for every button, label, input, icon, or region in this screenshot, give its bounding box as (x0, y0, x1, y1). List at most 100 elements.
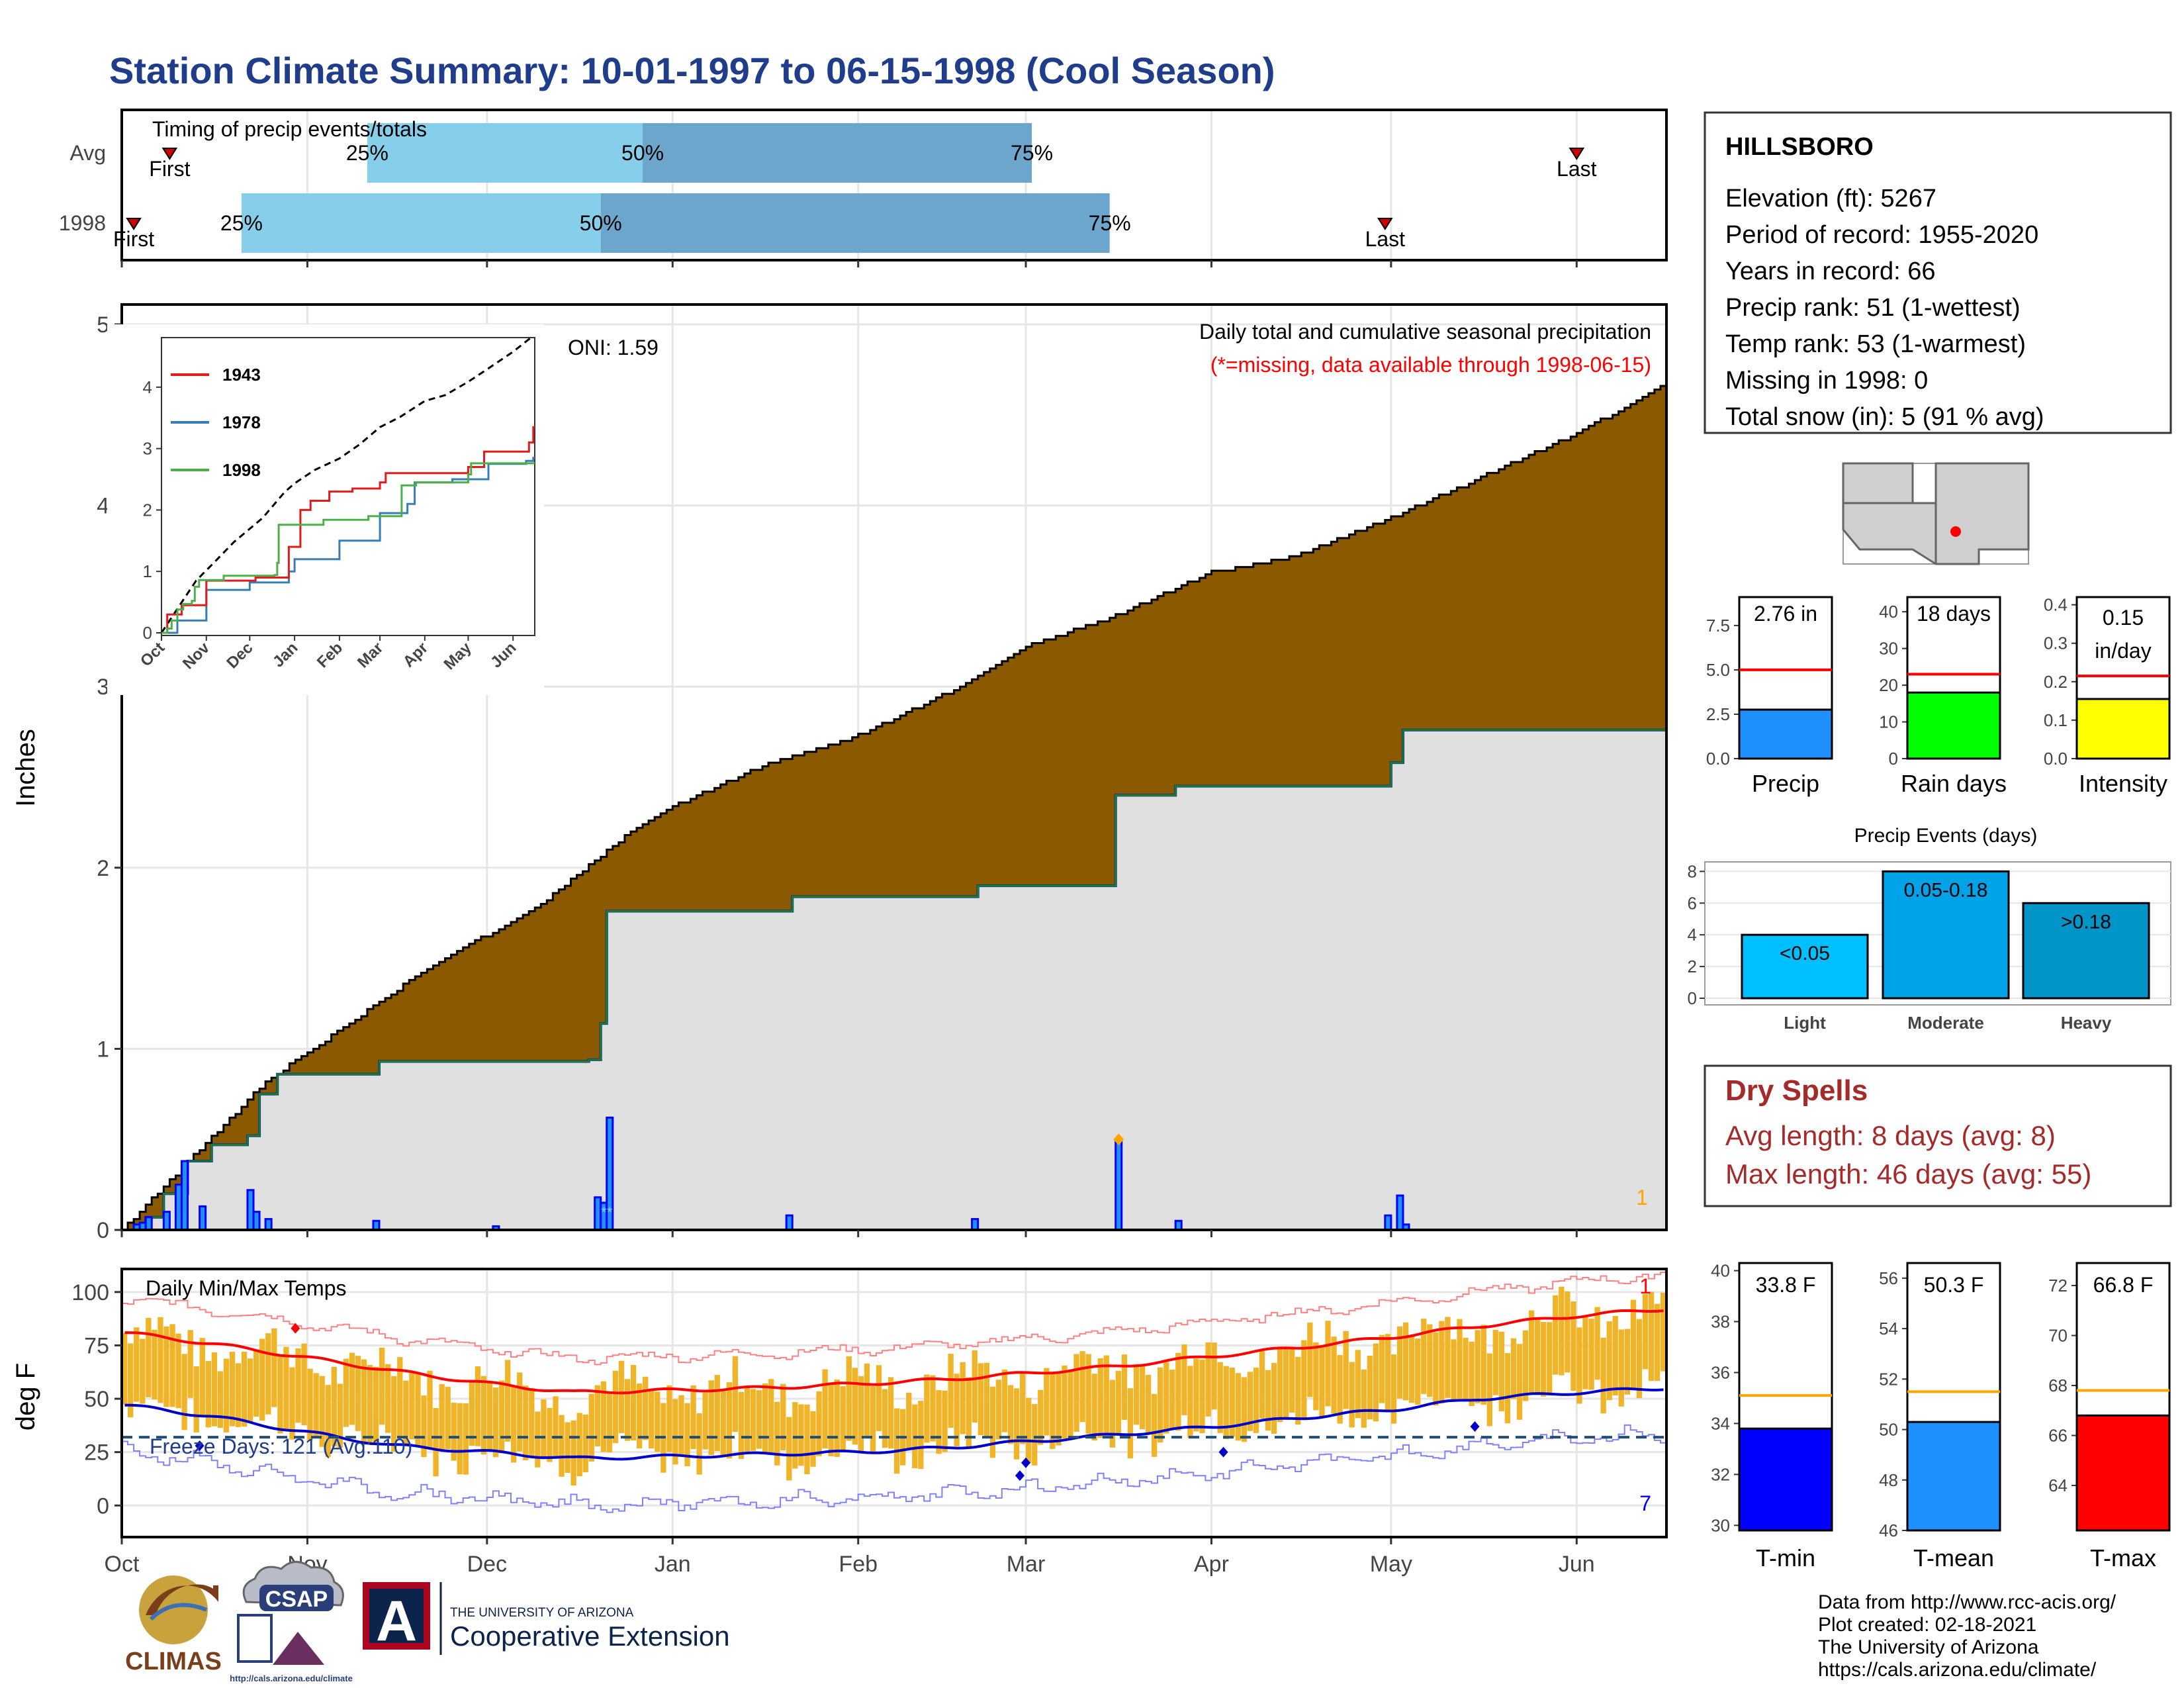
daily-temp-bar (570, 1420, 576, 1486)
daily-temp-bar (995, 1380, 1002, 1440)
daily-temp-bar (415, 1372, 421, 1447)
daily-temp-bar (948, 1354, 954, 1428)
precip-y-tick-label: 2 (97, 856, 109, 881)
daily-temp-bar (1469, 1341, 1475, 1407)
timing-percentile-label: 50% (580, 211, 622, 235)
daily-temp-bar (187, 1330, 193, 1398)
daily-temp-bar (1516, 1344, 1523, 1420)
daily-temp-bar (1121, 1354, 1128, 1421)
daily-temp-bar (1181, 1344, 1187, 1415)
timing-marker-first (161, 148, 178, 160)
daily-temp-bar (397, 1357, 403, 1437)
daily-precip-bar (785, 1214, 794, 1230)
daily-temp-bar (792, 1402, 798, 1469)
daily-temp-bar (1019, 1373, 1026, 1444)
daily-temp-bar (1319, 1345, 1325, 1417)
daily-temp-bar (559, 1415, 565, 1477)
daily-temp-bar (714, 1375, 720, 1452)
timing-percentile-label: 75% (1089, 211, 1131, 235)
dry-spells-title: Dry Spells (1725, 1074, 1868, 1107)
inset-series-1998 (161, 462, 535, 634)
daily-temp-bar (816, 1391, 822, 1456)
credit-line: The University of Arizona (1818, 1636, 2039, 1658)
daily-precip-bar (252, 1211, 261, 1230)
daily-temp-bar (762, 1383, 768, 1453)
temp-summary-y-tick-label: 52 (1879, 1369, 1898, 1389)
missing-day-marker: * (601, 1204, 607, 1221)
daily-temp-bar (834, 1380, 840, 1457)
daily-temp-bar (367, 1365, 373, 1443)
temp-y-tick-label: 100 (71, 1280, 109, 1305)
timing-marker-last (1377, 218, 1393, 230)
daily-temp-bar (606, 1393, 613, 1453)
daily-temp-bar (810, 1411, 816, 1467)
daily-temp-bar (643, 1376, 649, 1440)
daily-temp-bar (1325, 1321, 1331, 1407)
daily-temp-bar (391, 1376, 397, 1452)
daily-temp-bar (1223, 1366, 1229, 1440)
daily-temp-bar (1295, 1356, 1301, 1425)
daily-temp-bar (822, 1369, 828, 1449)
month-tick-label: May (1370, 1552, 1412, 1577)
inset-series-1943 (161, 426, 535, 634)
average-under-observed-line (122, 729, 1666, 1230)
csap-logo: CSAP http://cals.arizona.edu/climate (230, 1561, 353, 1683)
temp-summary-y-tick-label: 66 (2048, 1426, 2068, 1446)
csap-logo-text: CSAP (265, 1587, 328, 1612)
daily-temp-bar (840, 1386, 846, 1450)
daily-temp-bar (253, 1349, 259, 1417)
timing-bar-50-75 (643, 123, 1032, 183)
dry-spells-max: Max length: 46 days (avg: 55) (1725, 1158, 2091, 1190)
daily-temp-bar (403, 1380, 409, 1444)
daily-temp-bar (223, 1358, 230, 1432)
daily-temp-bar (451, 1403, 457, 1461)
record-min-line (122, 1424, 1666, 1513)
snow-marker (1113, 1133, 1124, 1146)
daily-temp-bar (325, 1385, 331, 1457)
daily-temp-bar (283, 1346, 289, 1430)
daily-temp-bar (331, 1366, 337, 1446)
daily-temp-bar (894, 1408, 900, 1474)
timing-marker-first (126, 218, 142, 230)
daily-temp-bar (498, 1380, 505, 1454)
daily-temp-bar (1451, 1339, 1457, 1401)
ua-mark: A (376, 1589, 417, 1653)
daily-temp-bar (217, 1371, 224, 1428)
daily-temp-bar (504, 1360, 511, 1442)
station-info-box: HILLSBORO Elevation (ft): 5267 Period of… (1704, 111, 2172, 434)
daily-precip-bar (199, 1205, 207, 1230)
record-marker (1015, 1470, 1024, 1481)
daily-temp-bar (1331, 1336, 1337, 1414)
daily-temp-bar (942, 1390, 948, 1452)
daily-temp-bar (1498, 1331, 1505, 1411)
record-marker (1470, 1421, 1480, 1432)
daily-temp-bar (385, 1364, 391, 1433)
summary-bar-value-label: in/day (2095, 639, 2151, 663)
daily-temp-bar (887, 1377, 894, 1449)
daily-temp-bar (1475, 1330, 1480, 1403)
timing-marker-label: Last (1557, 157, 1597, 181)
daily-temp-bar (1050, 1374, 1056, 1449)
daily-temp-bar (319, 1376, 325, 1447)
temp-y-tick-label: 25 (84, 1440, 109, 1466)
daily-temp-bar (906, 1392, 912, 1450)
daily-temp-bar (295, 1348, 301, 1423)
daily-temp-bar (205, 1361, 211, 1428)
timing-marker-last (1569, 148, 1585, 160)
timing-bar-25-50 (367, 123, 643, 183)
daily-temp-bar (373, 1366, 379, 1444)
daily-temp-bar (463, 1403, 469, 1475)
daily-temp-bar (1163, 1362, 1169, 1434)
precip-events-bar (1741, 933, 1869, 1000)
daily-temp-bar (864, 1363, 870, 1438)
daily-temp-bar (1313, 1342, 1319, 1411)
daily-temp-bar (630, 1365, 637, 1441)
daily-temp-bar (1553, 1295, 1559, 1375)
timing-row-label-avg: Avg (69, 141, 106, 165)
ua-big-text: Cooperative Extension (450, 1620, 730, 1652)
daily-temp-bar (1433, 1332, 1439, 1406)
temp-summary-value (1906, 1421, 2001, 1532)
temp-summary-value (1738, 1427, 1833, 1532)
daily-temp-bar (301, 1343, 307, 1426)
inset-average-line (160, 335, 534, 633)
